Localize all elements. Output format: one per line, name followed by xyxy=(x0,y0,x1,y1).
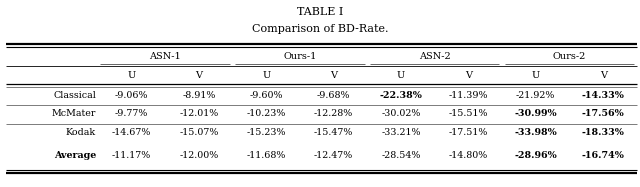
Text: -9.68%: -9.68% xyxy=(317,91,350,100)
Text: -16.74%: -16.74% xyxy=(582,151,625,160)
Text: Ours-1: Ours-1 xyxy=(284,52,317,61)
Text: ASN-2: ASN-2 xyxy=(419,52,451,61)
Text: U: U xyxy=(397,71,405,80)
Text: -15.47%: -15.47% xyxy=(314,128,353,137)
Text: ASN-1: ASN-1 xyxy=(149,52,181,61)
Text: -15.23%: -15.23% xyxy=(246,128,286,137)
Text: -9.77%: -9.77% xyxy=(115,109,148,118)
Text: -11.39%: -11.39% xyxy=(449,91,488,100)
Text: U: U xyxy=(127,71,136,80)
Text: -17.51%: -17.51% xyxy=(449,128,488,137)
Text: V: V xyxy=(465,71,472,80)
Text: -15.07%: -15.07% xyxy=(179,128,218,137)
Text: U: U xyxy=(262,71,270,80)
Text: -33.98%: -33.98% xyxy=(515,128,557,137)
Text: -17.56%: -17.56% xyxy=(582,109,625,118)
Text: -12.28%: -12.28% xyxy=(314,109,353,118)
Text: Average: Average xyxy=(54,151,96,160)
Text: -14.67%: -14.67% xyxy=(112,128,151,137)
Text: -18.33%: -18.33% xyxy=(582,128,625,137)
Text: -12.47%: -12.47% xyxy=(314,151,353,160)
Text: -9.60%: -9.60% xyxy=(250,91,283,100)
Text: V: V xyxy=(195,71,202,80)
Text: Comparison of BD-Rate.: Comparison of BD-Rate. xyxy=(252,24,388,34)
Text: -21.92%: -21.92% xyxy=(516,91,556,100)
Text: -30.99%: -30.99% xyxy=(515,109,557,118)
Text: -11.17%: -11.17% xyxy=(112,151,151,160)
Text: -8.91%: -8.91% xyxy=(182,91,216,100)
Text: -22.38%: -22.38% xyxy=(380,91,422,100)
Text: -10.23%: -10.23% xyxy=(246,109,286,118)
Text: McMater: McMater xyxy=(51,109,96,118)
Text: -11.68%: -11.68% xyxy=(246,151,286,160)
Text: -28.54%: -28.54% xyxy=(381,151,420,160)
Text: V: V xyxy=(330,71,337,80)
Text: -12.00%: -12.00% xyxy=(179,151,218,160)
Text: U: U xyxy=(532,71,540,80)
Text: -30.02%: -30.02% xyxy=(381,109,420,118)
Text: -15.51%: -15.51% xyxy=(449,109,488,118)
Text: Classical: Classical xyxy=(53,91,96,100)
Text: -9.06%: -9.06% xyxy=(115,91,148,100)
Text: -14.33%: -14.33% xyxy=(582,91,625,100)
Text: Kodak: Kodak xyxy=(66,128,96,137)
Text: Ours-2: Ours-2 xyxy=(553,52,586,61)
Text: -28.96%: -28.96% xyxy=(515,151,557,160)
Text: -12.01%: -12.01% xyxy=(179,109,218,118)
Text: TABLE I: TABLE I xyxy=(297,7,343,17)
Text: V: V xyxy=(600,71,607,80)
Text: -14.80%: -14.80% xyxy=(449,151,488,160)
Text: -33.21%: -33.21% xyxy=(381,128,420,137)
